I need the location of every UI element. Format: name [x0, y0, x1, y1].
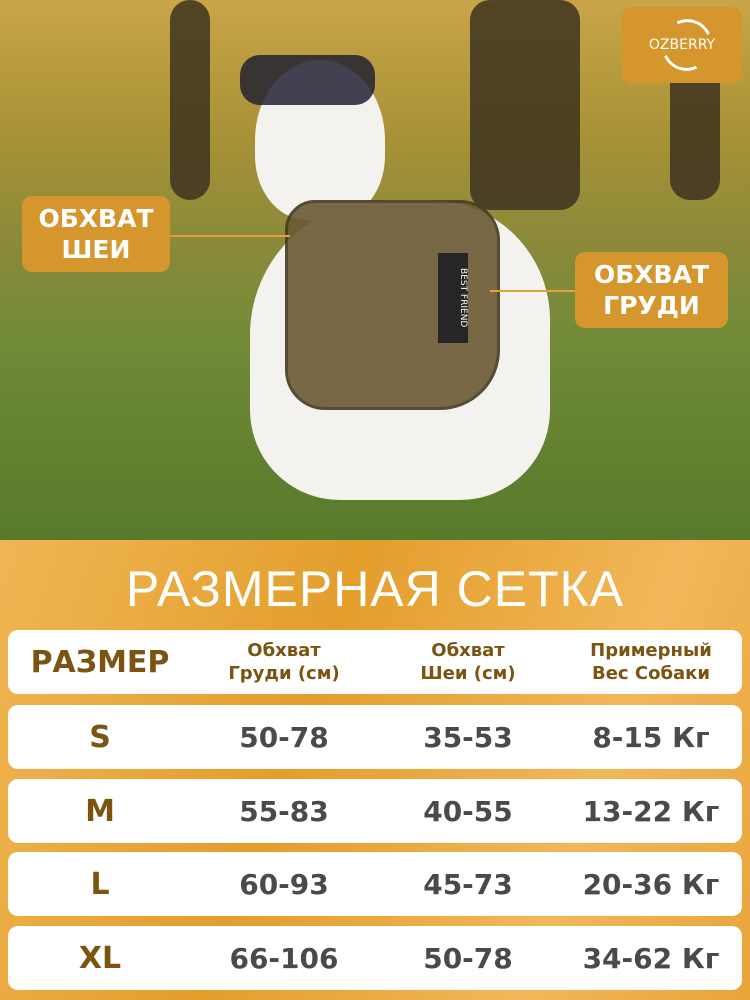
weight: 13-22 Кг	[582, 794, 720, 828]
tree-trunk	[670, 60, 720, 200]
chest: 66-106	[229, 941, 339, 975]
neck: 50-78	[423, 941, 513, 975]
table-row: M 55-83 40-55 13-22 Кг	[8, 779, 742, 843]
table-row: XL 66-106 50-78 34-62 Кг	[8, 926, 742, 990]
label-line: ГРУДИ	[603, 291, 700, 320]
header-weight: Примерный Вес Собаки	[590, 640, 712, 684]
tree-trunk	[170, 0, 210, 200]
logo-text: OZBERRY	[648, 37, 716, 53]
chest: 50-78	[239, 720, 329, 754]
table-header: РАЗМЕР Обхват Груди (см) Обхват Шеи (см) П…	[8, 630, 742, 694]
weight: 8-15 Кг	[592, 720, 710, 754]
size: XL	[78, 940, 122, 976]
brand-logo: OZBERRY	[622, 7, 742, 83]
size: M	[85, 793, 115, 829]
chest-girth-label: ОБХВАТ ГРУДИ	[575, 252, 728, 328]
header-chest: Обхват Груди (см)	[228, 640, 340, 684]
weight: 34-62 Кг	[582, 941, 720, 975]
tree-trunk	[470, 0, 580, 210]
label-line: ОБХВАТ	[38, 204, 154, 233]
weight: 20-36 Кг	[582, 867, 720, 901]
table-row: L 60-93 45-73 20-36 Кг	[8, 852, 742, 916]
product-photo: BEST FRIEND ОБХВАТ ШЕИ ОБХВАТ ГРУДИ OZBE…	[0, 0, 750, 540]
label-line: ОБХВАТ	[593, 260, 710, 289]
chest-pointer-line	[490, 290, 576, 292]
header-size: РАЗМЕР	[30, 644, 170, 680]
harness-patch: BEST FRIEND	[438, 253, 468, 343]
harness: BEST FRIEND	[285, 200, 500, 410]
table-row: S 50-78 35-53 8-15 Кг	[8, 705, 742, 769]
neck: 35-53	[423, 720, 513, 754]
neck: 40-55	[423, 794, 513, 828]
label-line: ШЕИ	[61, 235, 131, 264]
neck-girth-label: ОБХВАТ ШЕИ	[22, 196, 170, 272]
chest: 60-93	[239, 867, 329, 901]
neck-pointer-line	[170, 235, 290, 237]
neck: 45-73	[423, 867, 513, 901]
sunglasses	[240, 55, 375, 105]
size-chart-panel	[0, 540, 750, 1000]
size: S	[89, 719, 111, 755]
size: L	[90, 866, 110, 902]
header-neck: Обхват Шеи (см)	[420, 640, 516, 684]
chest: 55-83	[239, 794, 329, 828]
chart-title: РАЗМЕРНАЯ СЕТКА	[125, 561, 625, 617]
